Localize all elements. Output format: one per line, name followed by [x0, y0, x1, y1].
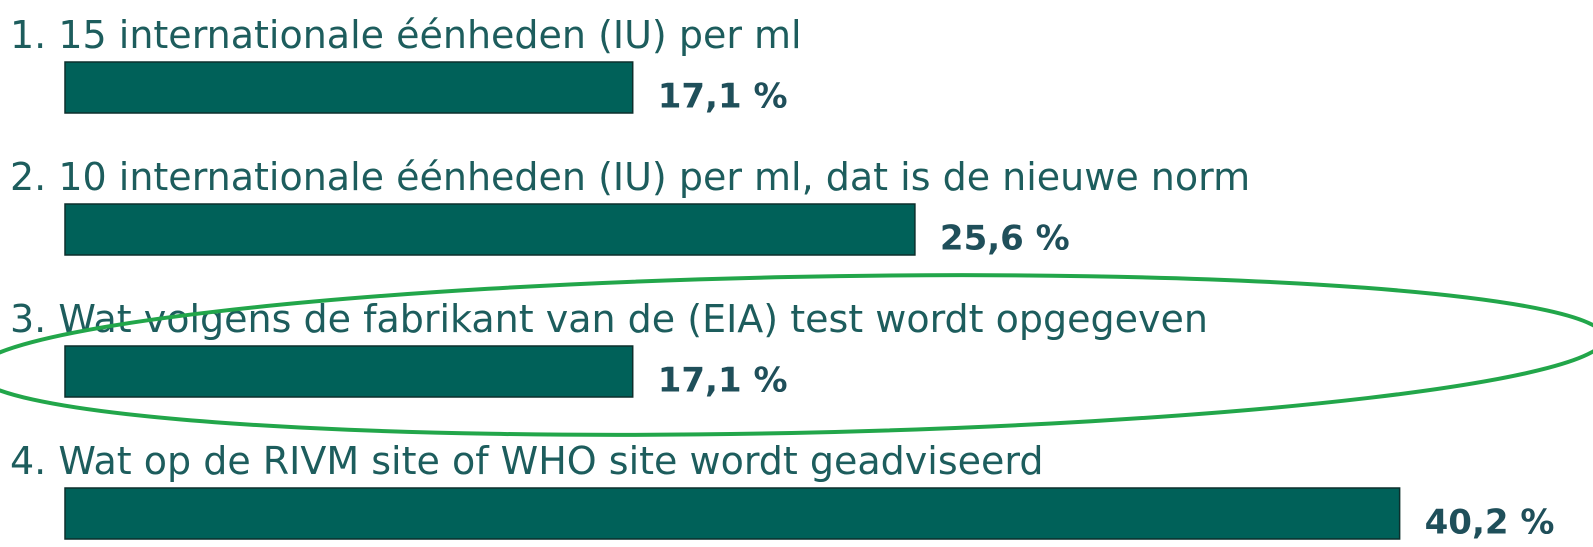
category-label: 1. 15 internationale éénheden (IU) per m… — [10, 13, 802, 57]
value-label: 17,1 % — [658, 361, 788, 401]
bar — [64, 203, 916, 256]
value-label: 17,1 % — [658, 77, 788, 117]
highlight-ellipse — [0, 273, 1593, 437]
value-label: 40,2 % — [1425, 503, 1555, 543]
bar — [64, 345, 634, 398]
bar — [64, 61, 634, 114]
bar — [64, 487, 1401, 540]
category-label: 3. Wat volgens de fabrikant van de (EIA)… — [10, 297, 1208, 341]
value-label: 25,6 % — [940, 219, 1070, 259]
plot-area: 1. 15 internationale éénheden (IU) per m… — [10, 13, 1554, 543]
category-label: 2. 10 internationale éénheden (IU) per m… — [10, 155, 1250, 199]
category-label: 4. Wat op de RIVM site of WHO site wordt… — [10, 439, 1043, 483]
